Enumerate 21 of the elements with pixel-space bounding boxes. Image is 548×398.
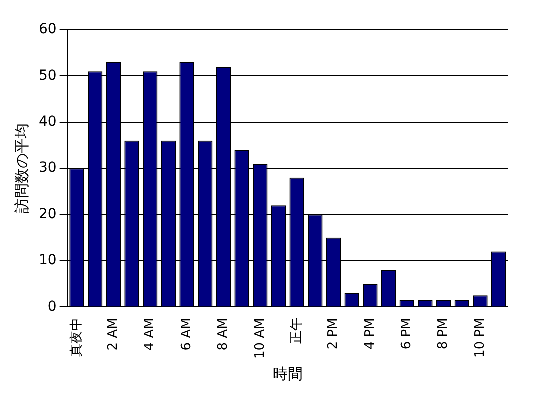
x-tick-label: 真夜中 [68,318,84,358]
y-tick-label: 50 [38,68,57,84]
y-tick-label: 10 [38,252,57,269]
x-tick-label: 10 PM [472,318,488,358]
y-tick-label: 40 [38,114,57,130]
x-tick-label: 10 AM [252,318,268,360]
y-tick-label: 30 [38,160,57,176]
x-axis-title: 時間 [272,364,303,383]
y-tick-label: 60 [38,22,57,38]
x-tick-label: 8 PM [436,318,452,350]
x-tick-label: 6 PM [400,318,414,350]
x-tick-label: 8 AM [216,318,232,351]
x-tick-label: 4 PM [362,318,378,350]
x-tick-label: 2 PM [326,318,342,350]
x-tick-label: 正午 [289,318,304,344]
x-tick-label: 6 AM [179,318,194,351]
x-tick-label: 2 AM [106,318,122,351]
y-tick-label: 20 [38,206,57,222]
x-tick-label: 4 AM [142,318,158,351]
y-tick-label: 0 [48,298,57,315]
y-axis-title: 訪問数の平均 [12,124,31,214]
